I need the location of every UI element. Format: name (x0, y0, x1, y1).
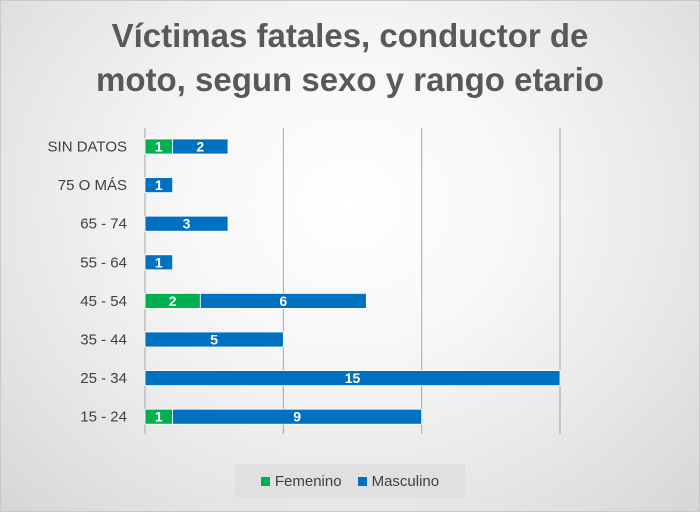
data-label-masculino-45-54: 6 (279, 293, 287, 309)
data-label-masculino-55-64: 1 (155, 254, 163, 270)
bar-masculino-45-54 (199, 292, 367, 309)
bar-masculino-25-34 (144, 370, 561, 387)
bar-masculino-55-64 (144, 254, 174, 271)
legend-swatch-masculino (357, 476, 367, 486)
category-label-35-44: 35 - 44 (80, 332, 127, 349)
category-label-75-o-m-s: 75 O MÁS (58, 177, 127, 194)
chart-title-line-1: Víctimas fatales, conductor de (111, 17, 589, 54)
category-label-55-64: 55 - 64 (80, 254, 127, 271)
data-label-masculino-75-o-m-s: 1 (155, 177, 163, 193)
legend-label-femenino: Femenino (274, 472, 342, 490)
legend: Femenino Masculino (235, 464, 465, 498)
bar-masculino-65-74 (144, 215, 229, 232)
category-label-25-34: 25 - 34 (80, 370, 127, 387)
category-label-65-74: 65 - 74 (80, 216, 127, 233)
category-label-sin-datos: SIN DATOS (48, 139, 127, 156)
legend-item-masculino: Masculino (357, 472, 440, 490)
data-label-masculino-25-34: 15 (345, 370, 361, 386)
data-label-masculino-35-44: 5 (210, 332, 218, 348)
data-label-femenino-sin-datos: 1 (155, 139, 163, 155)
data-label-masculino-15-24: 9 (293, 409, 301, 425)
legend-label-masculino: Masculino (371, 472, 440, 490)
bar-masculino-75-o-m-s (144, 177, 174, 194)
data-label-masculino-65-74: 3 (183, 216, 191, 232)
chart-title-line-2: moto, segun sexo y rango etario (96, 61, 604, 98)
bar-masculino-sin-datos (172, 138, 229, 155)
bar-masculino-15-24 (172, 408, 423, 425)
category-label-45-54: 45 - 54 (80, 293, 127, 310)
data-label-masculino-sin-datos: 2 (196, 139, 204, 155)
legend-item-femenino: Femenino (260, 472, 342, 490)
data-label-femenino-45-54: 2 (169, 293, 177, 309)
data-label-femenino-15-24: 1 (155, 409, 163, 425)
bar-masculino-35-44 (144, 331, 284, 348)
category-label-15-24: 15 - 24 (80, 409, 127, 426)
legend-swatch-femenino (260, 476, 270, 486)
chart-title: Víctimas fatales, conductor de moto, seg… (0, 14, 700, 102)
